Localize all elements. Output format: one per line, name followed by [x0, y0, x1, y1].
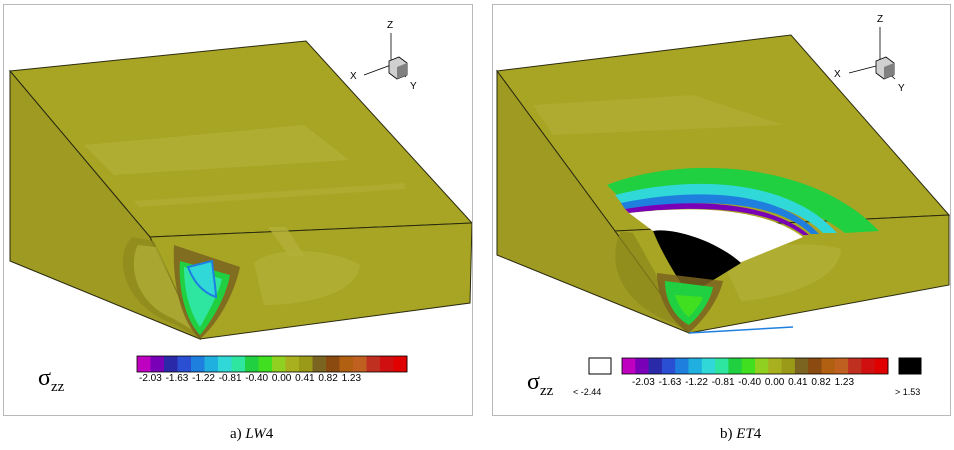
below-swatch	[588, 357, 612, 375]
colorbar-swatch	[821, 358, 836, 374]
colorbar-swatch	[150, 356, 165, 372]
colorbar-border	[621, 357, 889, 375]
caption-a: a) LW4	[230, 426, 274, 442]
colorbar-swatch	[675, 358, 689, 374]
colorbar-swatch	[339, 356, 354, 372]
bottom-edge	[688, 326, 794, 334]
axis-x-label: X	[350, 71, 357, 82]
colorbar-swatch	[741, 358, 756, 374]
above-swatch	[898, 357, 922, 375]
colorbar-swatch	[231, 356, 246, 372]
axis-triad: Z X Y	[834, 14, 905, 94]
colorbar-swatch	[326, 356, 340, 372]
legend-symbol-a: σzz	[38, 365, 65, 395]
colorbar-swatch	[366, 356, 381, 372]
legend-symbol-b: σzz	[527, 369, 554, 399]
colorbar-swatch	[245, 356, 259, 372]
top-face-shade	[84, 125, 349, 175]
colorbar-swatch	[299, 356, 313, 372]
colorbar-swatch	[834, 358, 849, 374]
colorbar-border	[136, 355, 408, 373]
legend-below-label: < -2.44	[573, 387, 602, 397]
axis-triad: Z X Y	[350, 20, 417, 92]
axis-y-label: Y	[410, 81, 417, 92]
colorbar-swatch	[191, 356, 205, 372]
top-face-shade	[533, 95, 783, 135]
front-contour-band	[725, 244, 841, 301]
colorbar-swatch	[728, 358, 743, 374]
caption-b: b) ET4	[720, 426, 762, 442]
colorbar-swatch	[272, 356, 286, 372]
legend-ticks-b: -2.03 -1.63 -1.22 -0.81 -0.40 0.00 0.41 …	[632, 377, 855, 388]
colorbar-swatch	[258, 356, 273, 372]
colorbar-swatch	[648, 358, 663, 374]
colorbar-swatch	[393, 356, 408, 372]
colorbar-swatch	[848, 358, 862, 374]
colorbar-swatch	[661, 358, 676, 374]
cutout-hole	[629, 209, 803, 263]
colorbar-swatch	[164, 356, 178, 372]
plot-b: Z X Y	[496, 14, 950, 375]
legend-above-label: > 1.53	[895, 387, 921, 397]
axis-z-label: Z	[877, 14, 883, 25]
colorbar-swatch	[312, 356, 327, 372]
axis-z-label: Z	[387, 20, 393, 31]
colorbar-swatch	[861, 358, 876, 374]
colorbar-swatch	[794, 358, 809, 374]
max-region	[653, 230, 741, 295]
colorbar-swatch	[204, 356, 219, 372]
cutout-purple-band	[625, 203, 809, 235]
axis-x-label: X	[834, 69, 841, 80]
panel-a: Z X Y σzz -2.03 -1.63 -1.22 -0.81 -0.40 …	[3, 4, 473, 416]
colorbar-swatch	[781, 358, 796, 374]
colorbar-swatch	[755, 358, 769, 374]
notch-cyan	[186, 259, 218, 299]
colorbar-swatch	[635, 358, 650, 374]
colorbar-swatch	[177, 356, 192, 372]
front-contour-2	[268, 227, 304, 257]
notch-green-inner	[675, 295, 703, 317]
colorbar-swatch	[808, 358, 822, 374]
colorbar-swatch	[380, 356, 394, 372]
panel-b: Z X Y σzz -2.03 -1.63 -1.22 -0.81 -0.40 …	[492, 4, 951, 416]
colorbar-swatch	[715, 358, 729, 374]
colorbar-swatch	[688, 358, 703, 374]
legend-ticks-a: -2.03 -1.63 -1.22 -0.81 -0.40 0.00 0.41 …	[139, 373, 362, 384]
top-face-streak	[134, 183, 406, 207]
colorbar-swatch	[622, 358, 636, 374]
colorbar-swatch	[768, 358, 783, 374]
colorbar-swatch	[353, 356, 367, 372]
left-contour-inner	[133, 245, 194, 331]
axis-y-label: Y	[898, 83, 905, 94]
colorbar-swatch	[218, 356, 232, 372]
colorbar-swatch	[137, 356, 151, 372]
colorbar-b	[621, 357, 889, 375]
plot-a: Z X Y	[9, 20, 472, 373]
colorbar-a	[136, 355, 408, 373]
cutout-green-band	[607, 167, 879, 233]
colorbar-swatch	[701, 358, 716, 374]
colorbar-swatch	[285, 356, 300, 372]
front-contour-1	[254, 251, 360, 305]
colorbar-swatch	[874, 358, 889, 374]
